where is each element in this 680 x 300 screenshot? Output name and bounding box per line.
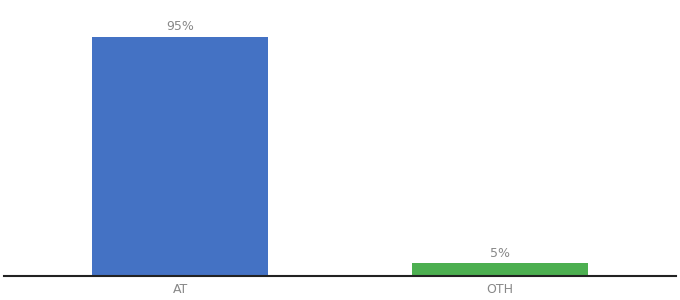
Bar — [412, 263, 588, 276]
Text: 95%: 95% — [166, 20, 194, 33]
Bar — [92, 37, 268, 276]
Text: 5%: 5% — [490, 247, 510, 260]
